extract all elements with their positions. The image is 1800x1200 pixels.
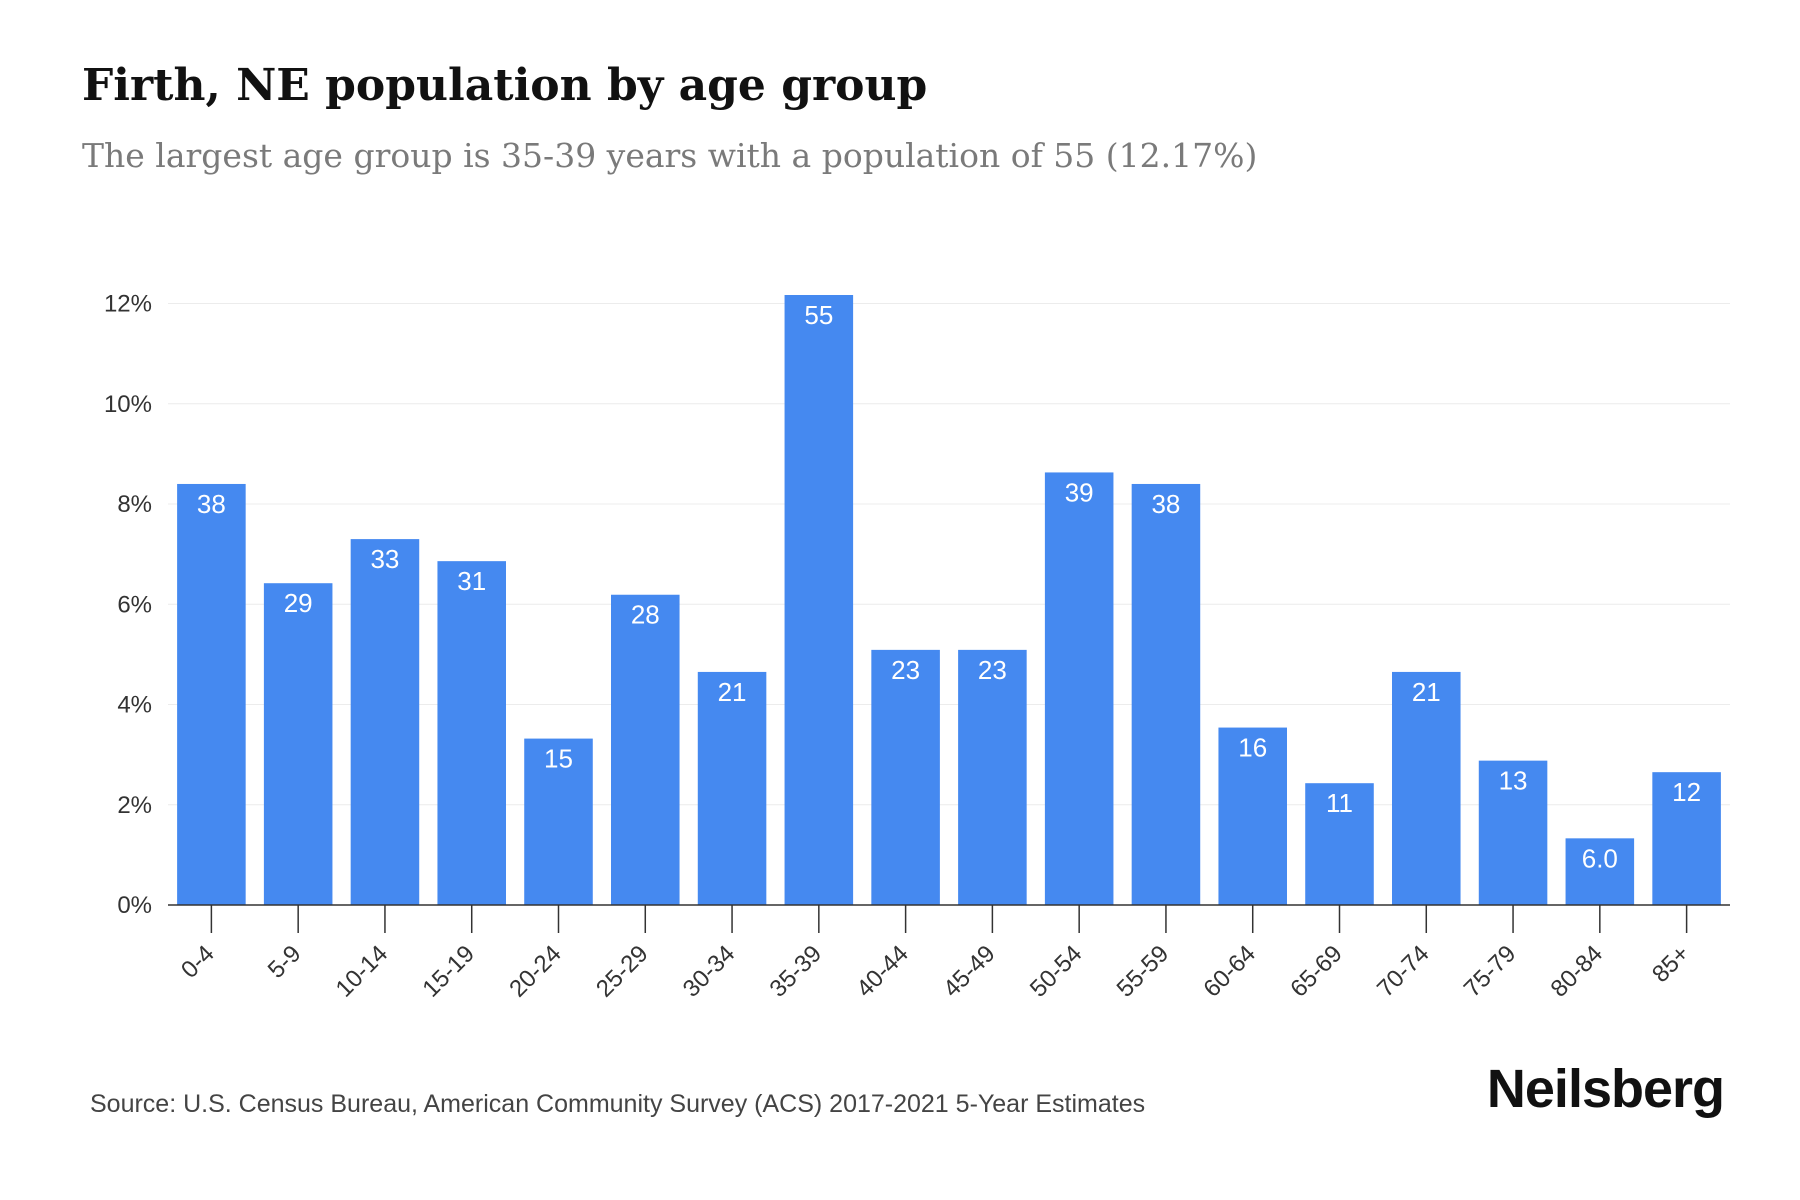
bar-data-label: 13 (1499, 766, 1528, 796)
y-tick-label: 6% (117, 591, 152, 618)
bar-data-label: 23 (978, 655, 1007, 685)
bar-data-label: 38 (1151, 489, 1180, 519)
chart-subtitle: The largest age group is 35-39 years wit… (82, 136, 1258, 175)
x-tick-label: 5-9 (263, 940, 307, 984)
x-tick-label: 10-14 (331, 940, 394, 1003)
bar-20-24 (524, 738, 593, 905)
x-tick-label: 20-24 (504, 940, 567, 1003)
x-axis: 0-4 5-9 10-14 15-19 20-24 25-29 30-34 35-39 40-4… (168, 904, 1730, 1003)
x-tick-label: 45-49 (938, 940, 1001, 1003)
x-tick-label: 70-74 (1372, 940, 1435, 1003)
bar-data-label: 23 (891, 655, 920, 685)
bar-data-label: 33 (370, 544, 399, 574)
bar-data-label: 38 (197, 489, 226, 519)
x-tick-label: 35-39 (765, 940, 828, 1003)
x-tick-label: 40-44 (851, 940, 914, 1003)
x-tick-label: 85+ (1647, 940, 1695, 988)
x-tick-label: 80-84 (1546, 940, 1609, 1003)
bar-25-29 (611, 594, 680, 905)
x-tick-label: 60-64 (1198, 940, 1261, 1003)
bar-data-label: 11 (1326, 788, 1353, 818)
bar-data-labels: 38 29 33 31 15 28 21 55 23 23 39 38 16 11 21 13 6.0 12 (197, 300, 1701, 873)
bar-data-label: 29 (284, 588, 313, 618)
y-tick-label: 8% (117, 491, 152, 518)
bar-data-label: 21 (1412, 677, 1441, 707)
x-tick-label: 15-19 (417, 940, 480, 1003)
y-axis-ticks: 0% 2% 4% 6% 8% 10% 12% (104, 291, 152, 919)
bar-15-19 (437, 561, 506, 905)
y-tick-label: 0% (117, 892, 152, 919)
bar-35-39 (784, 295, 854, 905)
x-tick-label: 75-79 (1459, 940, 1522, 1003)
bar-65-69 (1305, 783, 1374, 905)
bar-70-74 (1392, 671, 1461, 905)
y-tick-label: 4% (117, 692, 152, 719)
y-tick-label: 2% (117, 792, 152, 819)
chart-title: Firth, NE population by age group (82, 60, 928, 111)
bars (177, 295, 1721, 905)
bar-75-79 (1478, 760, 1548, 905)
x-tick-label: 0-4 (176, 940, 220, 984)
bar-85+ (1652, 772, 1721, 905)
bar-data-label: 28 (631, 600, 660, 630)
bar-30-34 (697, 671, 767, 905)
bar-data-label: 16 (1238, 733, 1267, 763)
bar-0-4 (177, 483, 246, 905)
bar-80-84 (1565, 838, 1635, 905)
bar-55-59 (1131, 483, 1201, 905)
bar-50-54 (1044, 472, 1114, 905)
bar-data-label: 15 (544, 744, 573, 774)
y-tick-label: 10% (104, 391, 152, 418)
brand-logo: Neilsberg (1486, 1059, 1725, 1119)
x-tick-label: 55-59 (1112, 940, 1175, 1003)
source-note: Source: U.S. Census Bureau, American Com… (90, 1090, 1146, 1118)
bar-45-49 (958, 649, 1027, 905)
bar-10-14 (350, 539, 420, 905)
y-tick-label: 12% (104, 291, 152, 318)
x-tick-label: 65-69 (1285, 940, 1348, 1003)
bar-data-label: 21 (718, 677, 747, 707)
bar-60-64 (1218, 727, 1287, 905)
bar-5-9 (263, 583, 333, 905)
bar-data-label: 31 (457, 566, 486, 596)
gridlines (168, 303, 1730, 806)
bar-data-label: 12 (1672, 777, 1701, 807)
bar-data-label: 39 (1065, 477, 1094, 507)
x-tick-label: 50-54 (1025, 940, 1088, 1003)
x-tick-label: 25-29 (591, 940, 654, 1003)
x-tick-label: 30-34 (678, 940, 741, 1003)
bar-data-label: 55 (804, 300, 833, 330)
bar-40-44 (871, 649, 940, 905)
bar-data-label: 6.0 (1582, 843, 1618, 873)
